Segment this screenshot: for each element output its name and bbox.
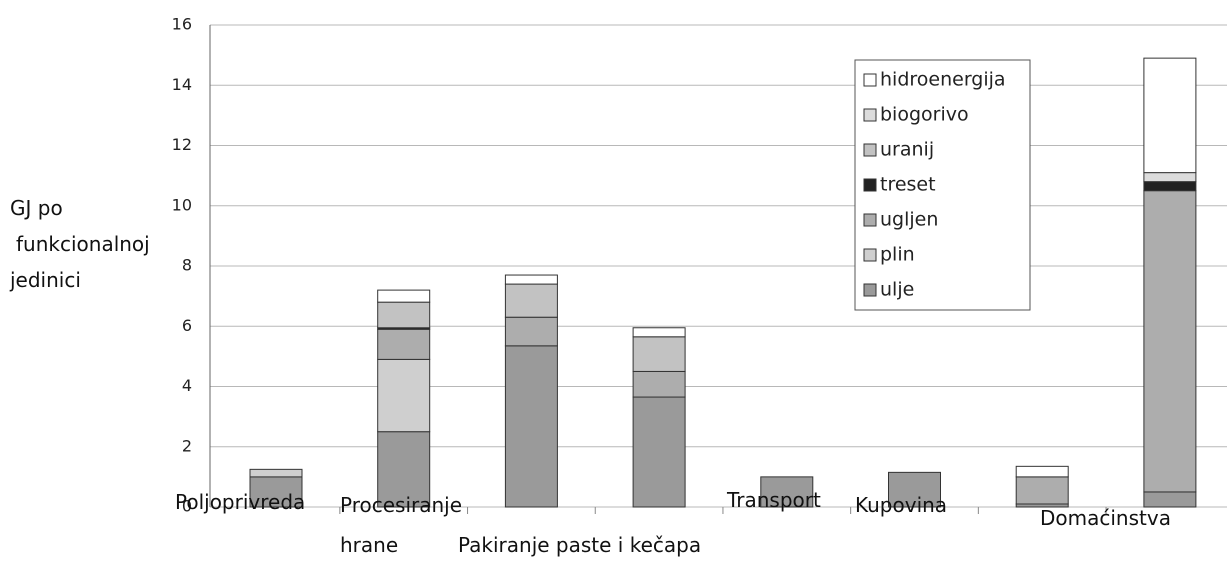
legend-box <box>854 59 1031 311</box>
y-tick-label: 12 <box>172 135 192 154</box>
legend-label: uranij <box>880 139 934 161</box>
bar-segment <box>377 431 431 508</box>
bar-segment <box>760 476 814 508</box>
x-tick-label: Kupovina <box>855 493 948 517</box>
legend-label: ugljen <box>880 209 938 231</box>
y-tick-label: 0 <box>182 497 192 516</box>
y-tick-label: 16 <box>172 15 192 34</box>
bar-segment <box>632 336 686 372</box>
legend-swatch <box>863 248 877 262</box>
bar-segment <box>632 327 686 338</box>
bar-segment <box>1143 57 1197 174</box>
legend-label: hidroenergija <box>880 69 1006 91</box>
legend-label: treset <box>880 174 936 196</box>
legend-swatch <box>863 213 877 227</box>
y-axis-label: GJ po funkcionalnoj jedinici <box>10 190 150 298</box>
y-tick-label: 8 <box>182 256 192 275</box>
bar-segment <box>1143 172 1197 183</box>
legend-label: biogorivo <box>880 104 969 126</box>
y-tick-label: 6 <box>182 316 192 335</box>
bar-segment <box>1015 476 1069 505</box>
x-tick-label: Transport <box>727 488 821 512</box>
y-label-line: funkcionalnoj <box>16 232 150 256</box>
bar-segment <box>632 370 686 398</box>
y-tick-label: 10 <box>172 195 192 214</box>
x-tick-label: Procesiranje hrane <box>340 493 463 557</box>
x-tick-label: Pakiranje paste i kečapa <box>458 533 702 557</box>
legend-swatch <box>863 283 877 297</box>
legend-swatch <box>863 73 877 87</box>
bar-segment <box>377 358 431 433</box>
y-label-line: jedinici <box>10 268 81 292</box>
legend-swatch <box>863 143 877 157</box>
y-tick-label: 14 <box>172 75 192 94</box>
bar-segment <box>249 476 303 508</box>
bar-segment <box>504 274 558 285</box>
bar-segment <box>249 468 303 478</box>
bar-segment <box>1143 190 1197 493</box>
y-tick-label: 2 <box>182 436 192 455</box>
y-label-line: GJ po <box>10 196 63 220</box>
bar-segment <box>504 345 558 508</box>
bar-segment <box>377 289 431 303</box>
bar-segment <box>377 301 431 329</box>
bar-segment <box>632 396 686 508</box>
bar-segment <box>504 316 558 347</box>
x-tick-label: Domaćinstva <box>1040 506 1171 530</box>
bar-segment <box>1143 181 1197 192</box>
legend-swatch <box>863 178 877 192</box>
legend-label: ulje <box>880 279 914 301</box>
x-tick-label: Poljoprivreda <box>175 490 306 514</box>
bar-segment <box>377 328 431 360</box>
bar-segment <box>504 283 558 318</box>
bar-segment <box>888 471 941 508</box>
y-tick-label: 4 <box>182 376 192 395</box>
legend-swatch <box>863 108 877 122</box>
legend: ulje plin ugljen treset uranij biogorivo hidro… <box>854 59 1031 311</box>
legend-label: plin <box>880 244 915 266</box>
bar-segment <box>1015 465 1069 478</box>
